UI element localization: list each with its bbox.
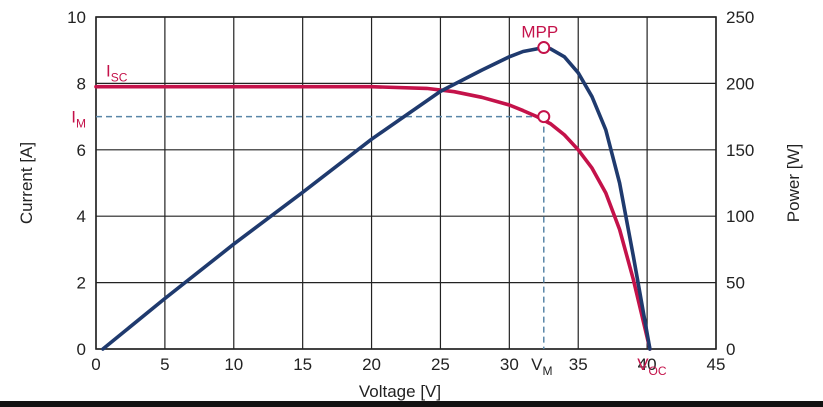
y-left-tick-label: 8 bbox=[77, 74, 86, 93]
y-right-axis-title: Power [W] bbox=[784, 144, 803, 222]
voc-label-sub: OC bbox=[649, 364, 667, 378]
y-right-tick-label: 250 bbox=[726, 8, 754, 27]
y-left-axis-title: Current [A] bbox=[17, 142, 36, 224]
plot-frame bbox=[95, 16, 717, 350]
x-axis-title: Voltage [V] bbox=[359, 382, 441, 401]
isc-label: ISC bbox=[106, 62, 128, 85]
x-tick-label: 40 bbox=[638, 355, 657, 374]
vm-label-sub: M bbox=[542, 364, 552, 378]
power-curve bbox=[101, 45, 652, 351]
voc-label-main: V bbox=[637, 355, 649, 374]
current-curve bbox=[94, 84, 652, 351]
x-tick-label: 30 bbox=[500, 355, 519, 374]
y-right-tick-label: 50 bbox=[726, 274, 745, 293]
mpp-label: MPP bbox=[521, 23, 558, 42]
im-label-main: I bbox=[71, 108, 76, 127]
mpp-guide-lines bbox=[96, 115, 545, 349]
bottom-rule bbox=[0, 401, 823, 407]
series-layer bbox=[94, 45, 652, 351]
vm-label: VM bbox=[531, 355, 552, 378]
y-left-tick-label: 0 bbox=[77, 340, 86, 359]
x-tick-label: 25 bbox=[431, 355, 450, 374]
x-tick-label: 15 bbox=[293, 355, 312, 374]
y-left-tick-label: 10 bbox=[67, 8, 86, 27]
x-tick-label: 20 bbox=[362, 355, 381, 374]
im-label: IM bbox=[71, 108, 86, 131]
marker-layer bbox=[537, 41, 551, 124]
y-right-tick-label: 150 bbox=[726, 141, 754, 160]
vm-label-main: V bbox=[531, 355, 543, 374]
mpp-marker bbox=[537, 41, 551, 55]
y-left-tick-label: 6 bbox=[77, 141, 86, 160]
x-tick-label: 10 bbox=[224, 355, 243, 374]
y-right-tick-label: 200 bbox=[726, 74, 754, 93]
isc-label-sub: SC bbox=[111, 71, 128, 85]
isc-label-main: I bbox=[106, 62, 111, 81]
x-tick-label: 35 bbox=[569, 355, 588, 374]
voc-label: VOC bbox=[637, 355, 667, 378]
x-tick-label: 45 bbox=[707, 355, 726, 374]
x-tick-label: 0 bbox=[91, 355, 100, 374]
y-right-tick-label: 100 bbox=[726, 207, 754, 226]
im-label-sub: M bbox=[76, 117, 86, 131]
y-right-tick-label: 0 bbox=[726, 340, 735, 359]
grid bbox=[95, 16, 717, 350]
y-left-tick-label: 4 bbox=[77, 207, 86, 226]
im-marker bbox=[537, 110, 551, 124]
x-tick-label: 5 bbox=[160, 355, 169, 374]
y-left-tick-label: 2 bbox=[77, 274, 86, 293]
